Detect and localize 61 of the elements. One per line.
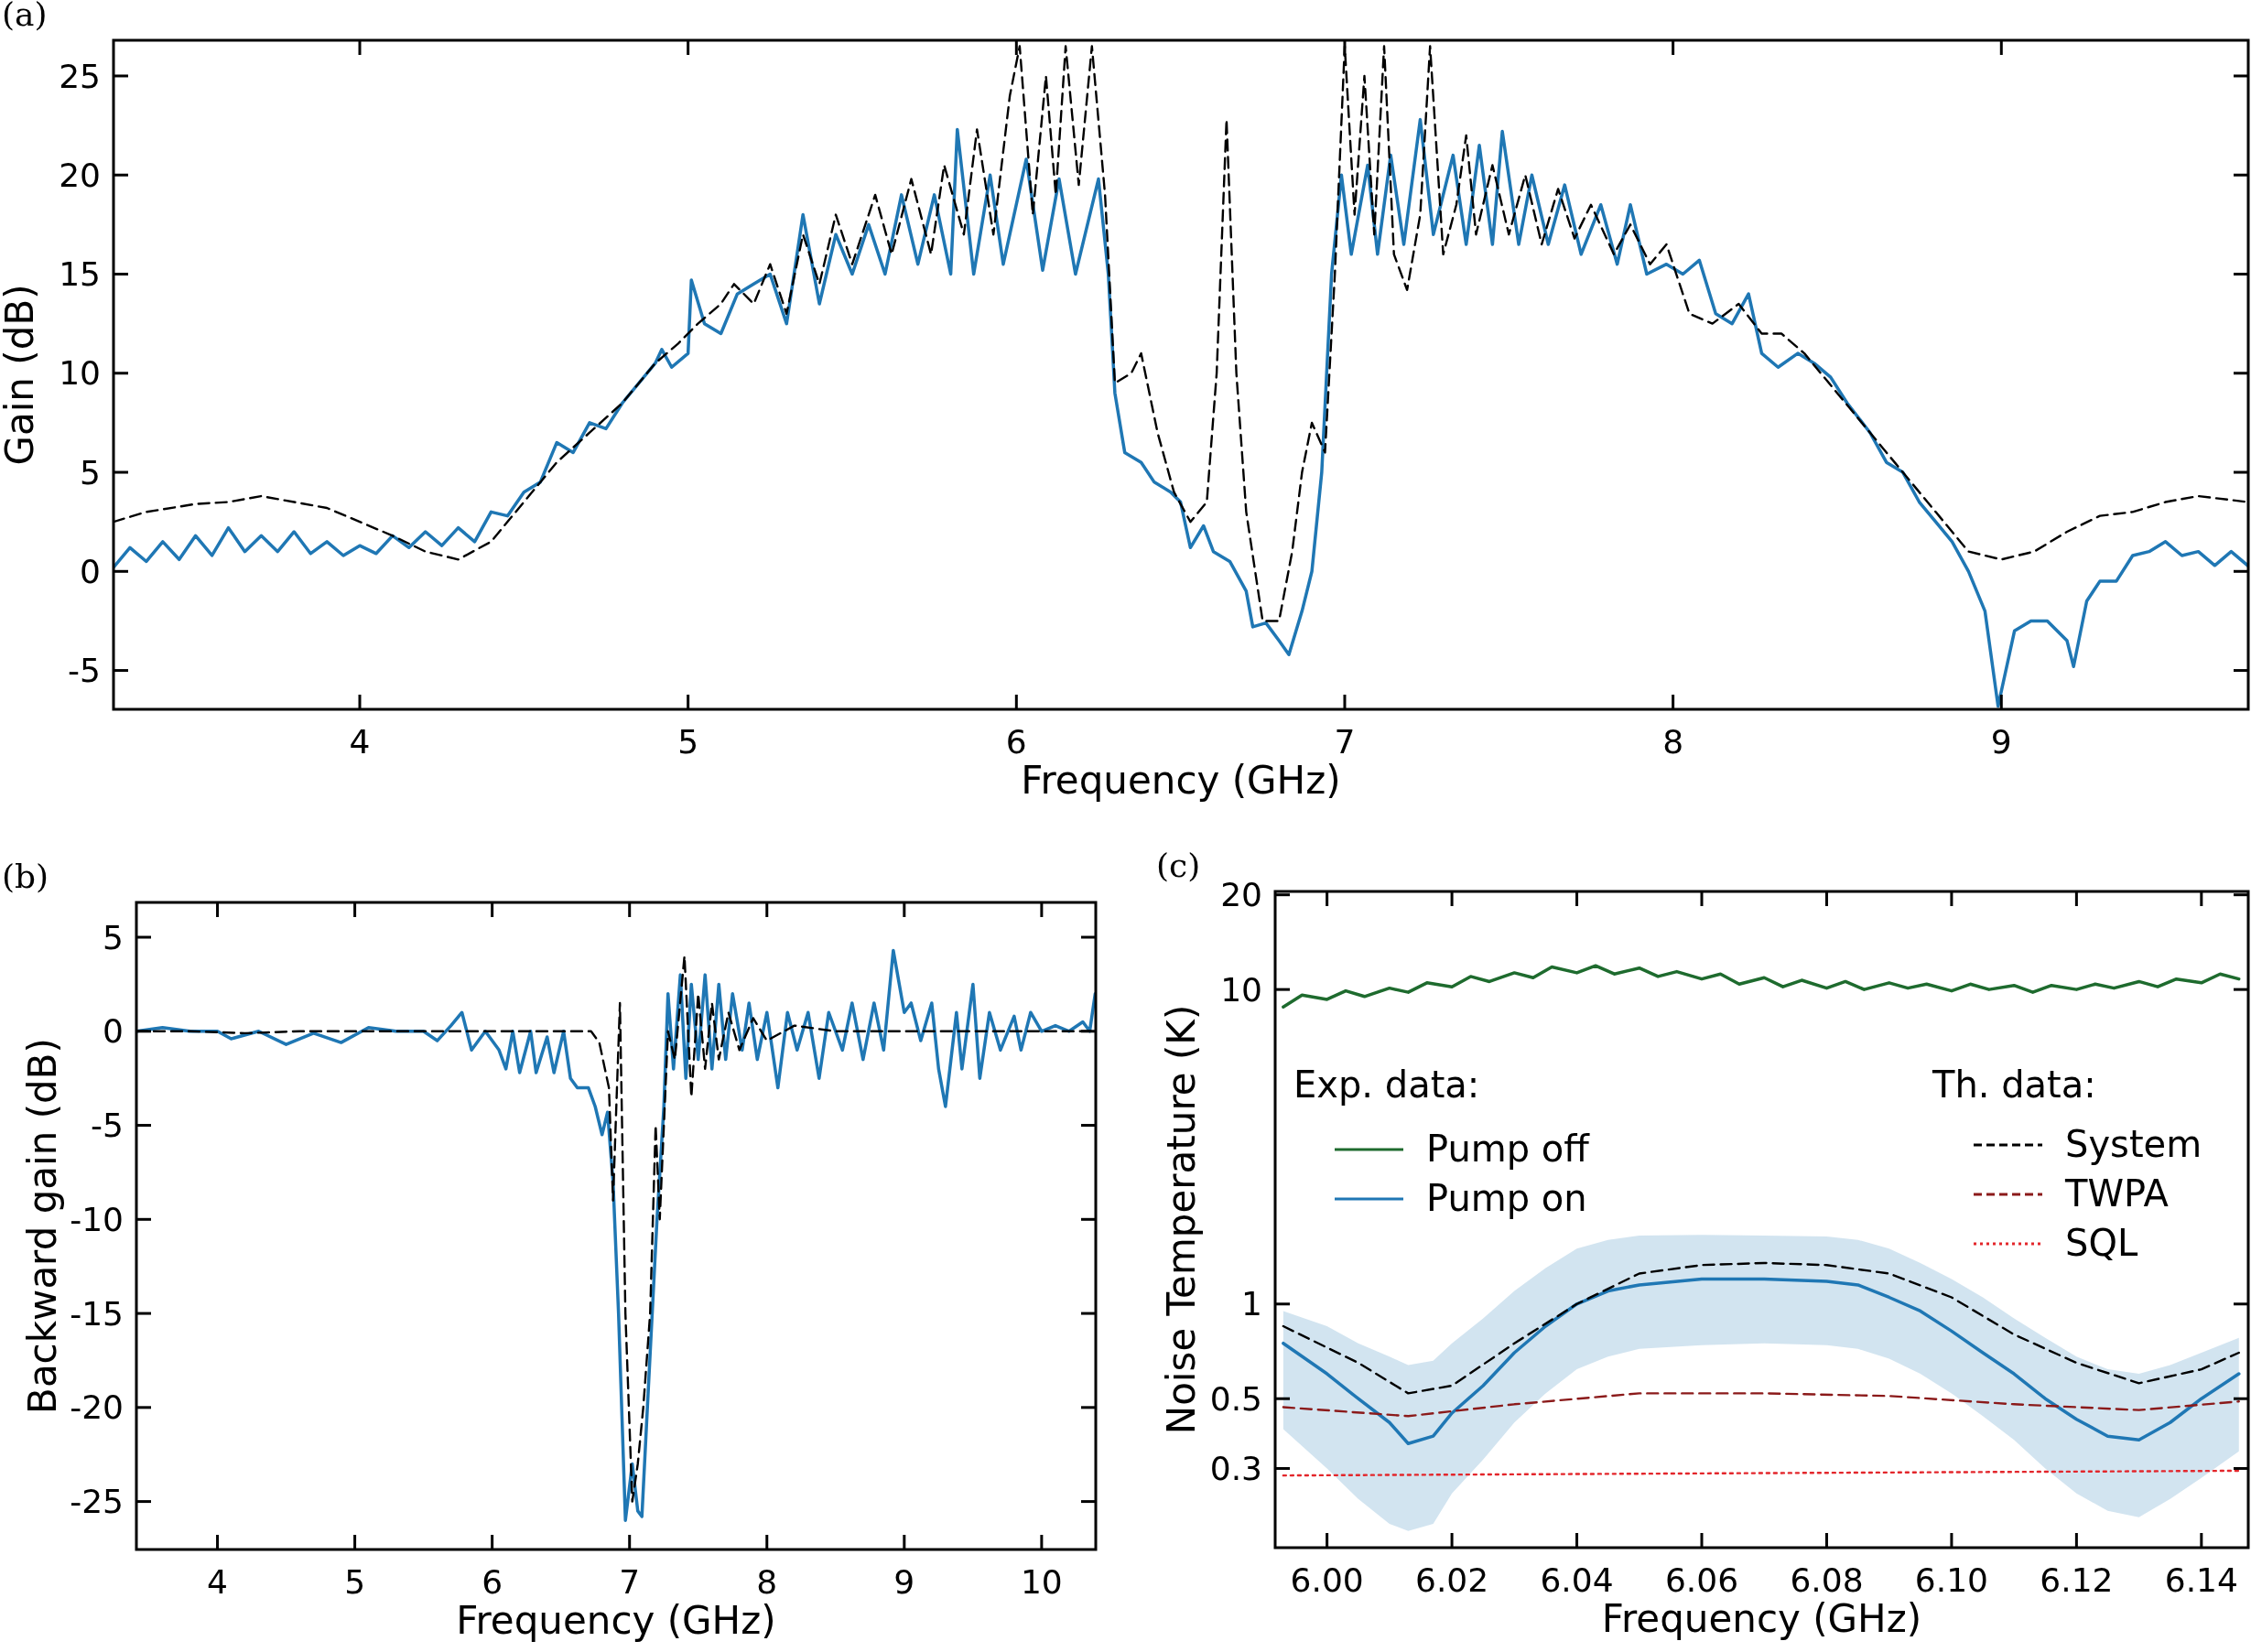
legend-label: SQL xyxy=(2065,1222,2138,1264)
line-series xyxy=(1282,1277,2241,1446)
x-tick-label: 7 xyxy=(619,1563,641,1601)
line-series xyxy=(1282,1392,2240,1418)
x-tick-label: 6.06 xyxy=(1664,1561,1739,1599)
y-tick-label: 0 xyxy=(103,1012,124,1051)
line-series xyxy=(1282,1261,2240,1395)
x-axis-title: Frequency (GHz) xyxy=(456,1598,776,1643)
y-axis-title: Noise Temperature (K) xyxy=(1159,1004,1204,1435)
x-tick-label: 6.04 xyxy=(1540,1561,1614,1599)
x-tick-label: 6.02 xyxy=(1415,1561,1489,1599)
y-tick-label: 5 xyxy=(103,918,124,956)
x-tick-label: 5 xyxy=(677,723,699,761)
legend-label: Pump off xyxy=(1426,1128,1591,1170)
y-tick-label: 0 xyxy=(80,552,101,590)
y-tick-label: 15 xyxy=(59,255,101,294)
x-tick-label: 10 xyxy=(1020,1563,1063,1601)
y-tick-label: 25 xyxy=(59,57,101,95)
legend-label: Pump on xyxy=(1426,1177,1587,1219)
x-axis-title: Frequency (GHz) xyxy=(1021,758,1341,803)
legend-label: System xyxy=(2065,1123,2202,1165)
y-axis-title: Gain (dB) xyxy=(0,284,42,466)
y-tick-label: 0.5 xyxy=(1209,1379,1262,1418)
y-tick-label: 10 xyxy=(1220,970,1262,1009)
x-tick-label: 9 xyxy=(1990,723,2012,761)
y-tick-label: -5 xyxy=(68,652,101,690)
y-tick-label: -25 xyxy=(70,1483,124,1521)
x-tick-label: 4 xyxy=(349,723,371,761)
x-tick-label: 6.12 xyxy=(2040,1561,2114,1599)
x-tick-label: 5 xyxy=(344,1563,366,1601)
y-tick-label: 20 xyxy=(59,156,101,194)
chart-title: (c) xyxy=(1156,847,1201,884)
y-tick-label: -20 xyxy=(70,1388,124,1427)
annotation: Th. data: xyxy=(1932,1064,2096,1106)
x-tick-label: 7 xyxy=(1334,723,1356,761)
y-tick-label: 20 xyxy=(1220,876,1262,914)
x-tick-label: 9 xyxy=(893,1563,915,1601)
y-tick-label: 1 xyxy=(1241,1285,1262,1323)
y-tick-label: 10 xyxy=(59,354,101,393)
y-tick-label: -15 xyxy=(70,1294,124,1333)
chart-title: (b) xyxy=(2,858,49,895)
x-tick-label: 6.08 xyxy=(1790,1561,1864,1599)
x-tick-label: 6 xyxy=(1005,723,1027,761)
x-tick-label: 6.00 xyxy=(1290,1561,1364,1599)
y-tick-label: 0.3 xyxy=(1209,1450,1262,1488)
x-tick-label: 8 xyxy=(1662,723,1684,761)
x-tick-label: 6.14 xyxy=(2164,1561,2238,1599)
line-series xyxy=(1282,964,2241,1009)
legend-label: TWPA xyxy=(2064,1172,2170,1215)
y-axis-title: Backward gain (dB) xyxy=(20,1038,65,1414)
line-series xyxy=(114,117,2248,708)
x-tick-label: 6 xyxy=(482,1563,503,1601)
chart-title: (a) xyxy=(2,0,48,33)
x-tick-label: 6.10 xyxy=(1914,1561,1988,1599)
x-tick-label: 4 xyxy=(207,1563,228,1601)
annotation: Exp. data: xyxy=(1293,1064,1480,1106)
y-tick-label: -10 xyxy=(70,1200,124,1238)
x-axis-title: Frequency (GHz) xyxy=(1601,1596,1922,1641)
y-tick-label: 5 xyxy=(80,453,101,491)
x-tick-label: 8 xyxy=(756,1563,778,1601)
y-tick-label: -5 xyxy=(91,1107,124,1145)
